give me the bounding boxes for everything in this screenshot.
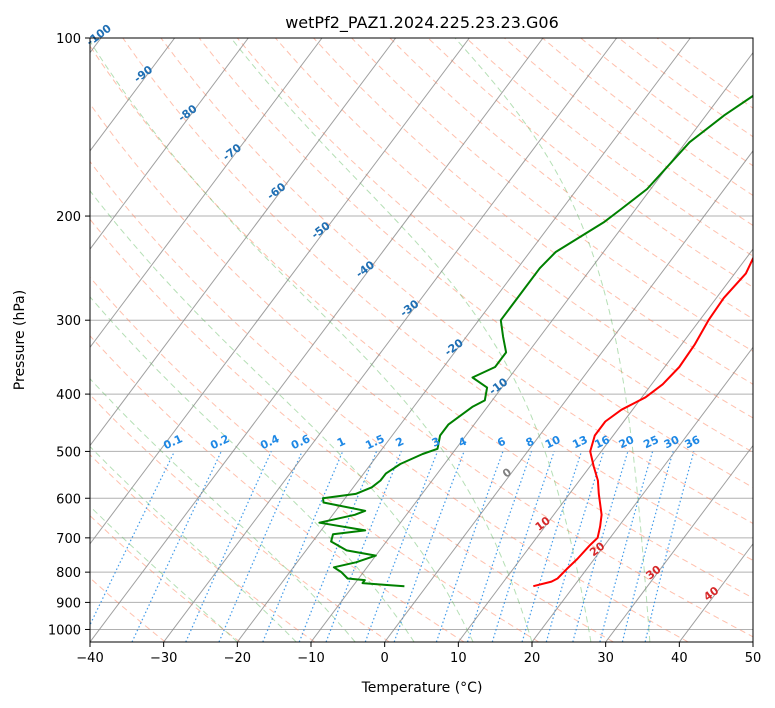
mixing-ratio-line [262, 451, 344, 642]
moist-adiabat [90, 505, 238, 642]
mixing-ratio-line [185, 451, 272, 642]
dry-adiabat [90, 160, 689, 642]
x-tick-label: 20 [524, 651, 541, 666]
isotherm-line [90, 38, 176, 152]
dry-adiabat [90, 394, 390, 642]
isotherm-line [752, 641, 753, 642]
y-tick-label: 200 [56, 210, 81, 225]
x-tick-label: −40 [76, 651, 103, 666]
x-tick-label: 30 [597, 651, 614, 666]
dry-adiabat [122, 38, 753, 561]
y-tick-label: 800 [56, 566, 81, 581]
y-tick-label: 500 [56, 445, 81, 460]
mixing-ratio-line [298, 451, 378, 642]
isotherm-line [384, 150, 753, 642]
axes-frame [89, 37, 754, 643]
dry-adiabat [90, 454, 315, 642]
mixing-ratio-line [325, 451, 402, 642]
background-lines [90, 38, 753, 642]
dry-adiabat [90, 45, 753, 599]
dry-adiabat [90, 577, 166, 642]
mixing-ratio-line [435, 451, 504, 642]
moist-adiabat [90, 40, 533, 642]
y-tick-label: 100 [56, 32, 81, 47]
mixing-ratio-line [466, 451, 533, 642]
isotherm-line [90, 38, 544, 642]
y-axis-label: Pressure (hPa) [12, 290, 28, 390]
dry-adiabat [90, 276, 540, 642]
isotherm-line [310, 51, 753, 642]
mixing-ratio-line [572, 451, 629, 642]
mixing-ratio-line [545, 451, 605, 642]
x-tick-label: −20 [224, 651, 251, 666]
mixing-ratio-line [521, 451, 583, 642]
y-tick-label: 300 [56, 314, 81, 329]
isotherm-line [605, 444, 753, 642]
x-tick-label: 50 [745, 651, 762, 666]
isotherm-line [90, 38, 470, 545]
isotherm-line [90, 38, 323, 349]
isotherm-line [90, 38, 397, 447]
moist-adiabat [454, 38, 651, 642]
moist-adiabat [90, 445, 297, 642]
mixing-ratio-label: 13 [570, 433, 589, 451]
dry-adiabat [90, 335, 465, 642]
temperature-profile [533, 256, 753, 588]
mixing-ratio-line [621, 451, 674, 642]
moist-adiabat [90, 189, 474, 642]
isotherm-line [163, 38, 618, 642]
dry-adiabat [313, 38, 753, 385]
x-tick-label: 40 [671, 651, 688, 666]
y-tick-label: 400 [56, 388, 81, 403]
isotherm-line [90, 38, 249, 250]
isotherm-line [236, 38, 691, 642]
mixing-ratio-label: 30 [662, 433, 682, 451]
x-tick-label: 0 [381, 651, 389, 666]
dry-adiabat [160, 38, 753, 525]
x-tick-label: −30 [150, 651, 177, 666]
isotherm-line [457, 248, 753, 642]
axes: −40 −30 −20 −10 0 10 20 30 40 50 100 200 300 400 500 60… [48, 32, 761, 666]
mixing-ratio-label: 16 [592, 433, 612, 451]
dry-adiabat [351, 38, 753, 352]
mixing-ratio-label: 20 [617, 433, 637, 451]
mixing-ratio-label: 25 [641, 433, 660, 451]
mixing-ratio-label: 36 [683, 433, 703, 451]
chart-title: wetPf2_PAZ1.2024.225.23.23.G06 [285, 13, 559, 33]
mixing-ratio-label: 10 [543, 433, 563, 451]
isotherm-line [531, 346, 753, 642]
mixing-ratio-line [599, 451, 654, 642]
y-tick-label: 600 [56, 492, 81, 507]
mixing-ratio-line [218, 451, 303, 642]
dry-adiabat [389, 38, 753, 320]
mixing-ratio-line [491, 451, 555, 642]
x-tick-label: −10 [297, 651, 324, 666]
x-tick-label: 10 [450, 651, 467, 666]
sounding-series [318, 94, 753, 588]
y-tick-label: 1000 [48, 623, 81, 638]
dry-adiabat [90, 218, 614, 642]
y-tick-label: 900 [56, 596, 81, 611]
dewpoint-profile [318, 94, 753, 588]
x-axis-label: Temperature (°C) [361, 680, 483, 696]
moist-adiabat [230, 38, 592, 642]
mixing-ratio-line [364, 451, 439, 642]
y-tick-label: 700 [56, 532, 81, 547]
